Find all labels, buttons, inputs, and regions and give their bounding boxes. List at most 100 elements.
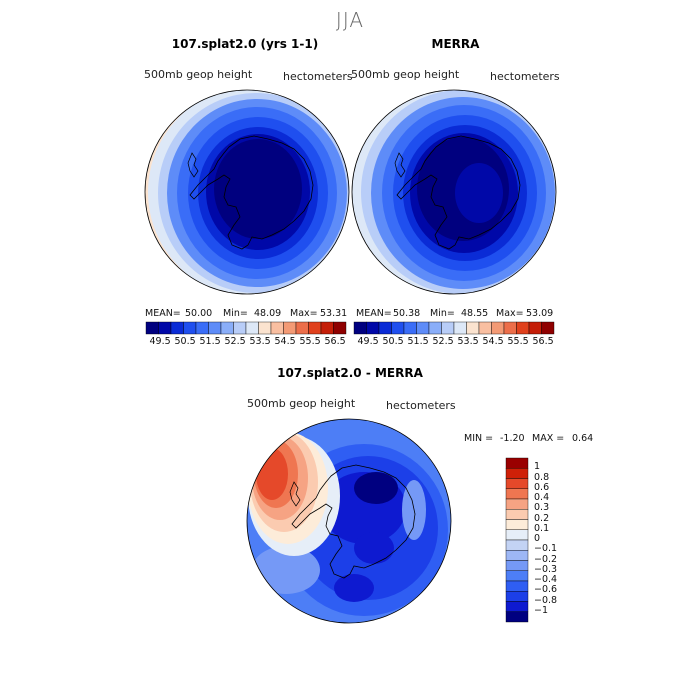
colorbar1-tick-label: 56.5: [324, 336, 346, 347]
map1-boundary: [144, 89, 350, 295]
diff-max-label: MAX =: [532, 433, 565, 444]
colorbar3-swatch-7: [505, 529, 529, 541]
colorbar1-tick-label: 52.5: [224, 336, 246, 347]
map1-south-america-coastline: [187, 152, 199, 178]
colorbar1-tick-label: 53.5: [249, 336, 271, 347]
colorbar3-swatch-6: [505, 519, 529, 530]
colorbar2-tick-label: 55.5: [507, 336, 529, 347]
colorbar3-tick-label: 0.2: [534, 512, 550, 524]
colorbar3-tick-label: 0.4: [534, 492, 550, 503]
colorbar3-tick-label: −1: [534, 604, 549, 616]
colorbar2-tick-label: 51.5: [407, 336, 429, 347]
colorbar3-tick-label: 0: [534, 533, 541, 544]
panel2-min-label: Min=: [430, 308, 455, 319]
panel2-units-label: hectometers: [490, 70, 560, 83]
panel1-colorbar: [145, 321, 347, 335]
colorbar1-swatch-15: [333, 321, 347, 335]
colorbar1-tick-label: 55.5: [299, 336, 321, 347]
colorbar2-swatch-10: [478, 321, 492, 335]
map3-contour-band-14: [256, 448, 288, 500]
diff-variable-label: 500mb geop height: [247, 397, 356, 410]
colorbar2-swatch-12: [503, 321, 517, 335]
colorbar2-swatch-4: [403, 321, 417, 335]
map2-contour-band-8: [455, 163, 503, 223]
panel1-max-label: Max=: [290, 308, 318, 319]
panel2-max-value: 53.09: [526, 308, 554, 319]
colorbar2-swatch-0: [353, 321, 367, 335]
map3-contour-band-5: [354, 532, 394, 564]
map2-antarctica-coastline: [396, 135, 521, 250]
map3-contour-band-8: [252, 546, 320, 594]
colorbar3-swatch-11: [505, 570, 529, 582]
colorbar1-swatch-11: [283, 321, 297, 335]
colorbar2-tick-label: 52.5: [432, 336, 454, 347]
colorbar1-swatch-3: [183, 321, 197, 335]
colorbar3-swatch-4: [505, 498, 529, 510]
colorbar3-tick-label: −0.3: [534, 563, 558, 575]
colorbar1-tick-label: 49.5: [149, 336, 171, 347]
colorbar3-swatch-8: [505, 539, 529, 551]
figure-title: JJA: [335, 8, 365, 32]
colorbar3-tick-label: 0.1: [534, 522, 550, 534]
panel2-title: MERRA: [431, 37, 480, 51]
panel2-mean-label: MEAN=: [356, 308, 392, 319]
diff-min-value: -1.20: [500, 433, 525, 444]
colorbar1-swatch-1: [158, 321, 172, 335]
diff-units-label: hectometers: [386, 399, 456, 412]
colorbar1-swatch-5: [208, 321, 222, 335]
colorbar3-tick-label: −0.6: [534, 584, 558, 596]
panel1-units-label: hectometers: [283, 70, 353, 83]
panel2-colorbar: [353, 321, 555, 335]
colorbar2-tick-label: 53.5: [457, 336, 479, 347]
colorbar3-tick-label: −0.1: [534, 543, 558, 555]
panel1-min-label: Min=: [223, 308, 248, 319]
map1-antarctica-coastline: [189, 135, 314, 250]
colorbar2-swatch-1: [366, 321, 380, 335]
colorbar2-swatch-9: [466, 321, 480, 335]
panel2-mean-value: 50.38: [393, 308, 421, 319]
panel1-min-value: 48.09: [254, 308, 282, 319]
colorbar1-swatch-7: [233, 321, 247, 335]
diff-map: [246, 418, 452, 624]
colorbar3-swatch-15: [505, 611, 529, 623]
colorbar3-tick-label: 0.3: [534, 502, 550, 514]
panel1-mean-label: MEAN=: [145, 308, 181, 319]
colorbar3-tick-label: 0.8: [534, 471, 550, 483]
diff-min-label: MIN =: [464, 433, 494, 444]
colorbar2-swatch-5: [416, 321, 430, 335]
colorbar3-swatch-5: [505, 509, 529, 520]
colorbar1-swatch-10: [270, 321, 284, 335]
colorbar3-tick-label: −0.2: [534, 553, 558, 565]
colorbar3-tick-label: −0.4: [534, 574, 558, 585]
colorbar1-swatch-8: [245, 321, 259, 335]
panel1-title: 107.splat2.0 (yrs 1-1): [171, 37, 319, 51]
colorbar3-tick-label: 1: [534, 461, 541, 473]
colorbar1-tick-label: 54.5: [274, 336, 296, 347]
map3-antarctica-coastline: [291, 464, 416, 579]
colorbar3-swatch-0: [505, 457, 529, 469]
colorbar2-tick-label: 54.5: [482, 336, 504, 347]
colorbar3-swatch-3: [505, 488, 529, 500]
map3-boundary: [246, 418, 452, 624]
colorbar3-tick-label: 0.6: [534, 481, 550, 493]
map2-boundary: [351, 89, 557, 295]
colorbar2-swatch-14: [528, 321, 542, 335]
colorbar1-swatch-2: [170, 321, 184, 335]
colorbar1-tick-label: 51.5: [199, 336, 221, 347]
panel1-mean-value: 50.00: [185, 308, 213, 319]
map3-south-america-coastline: [289, 481, 301, 507]
colorbar3-swatch-13: [505, 591, 529, 602]
panel1-variable-label: 500mb geop height: [144, 68, 253, 81]
colorbar1-swatch-9: [258, 321, 272, 335]
colorbar2-tick-label: 50.5: [382, 336, 404, 347]
map3-contour-band-4: [354, 472, 398, 504]
colorbar3-swatch-2: [505, 478, 529, 489]
colorbar3-tick-label: −0.8: [534, 594, 558, 606]
map3-contour-band-6: [334, 574, 374, 602]
colorbar2-swatch-2: [378, 321, 392, 335]
diff-colorbar: [505, 457, 529, 623]
colorbar2-swatch-3: [391, 321, 405, 335]
diff-title: 107.splat2.0 - MERRA: [277, 366, 423, 380]
panel1-map: [144, 89, 350, 295]
colorbar2-swatch-11: [491, 321, 505, 335]
